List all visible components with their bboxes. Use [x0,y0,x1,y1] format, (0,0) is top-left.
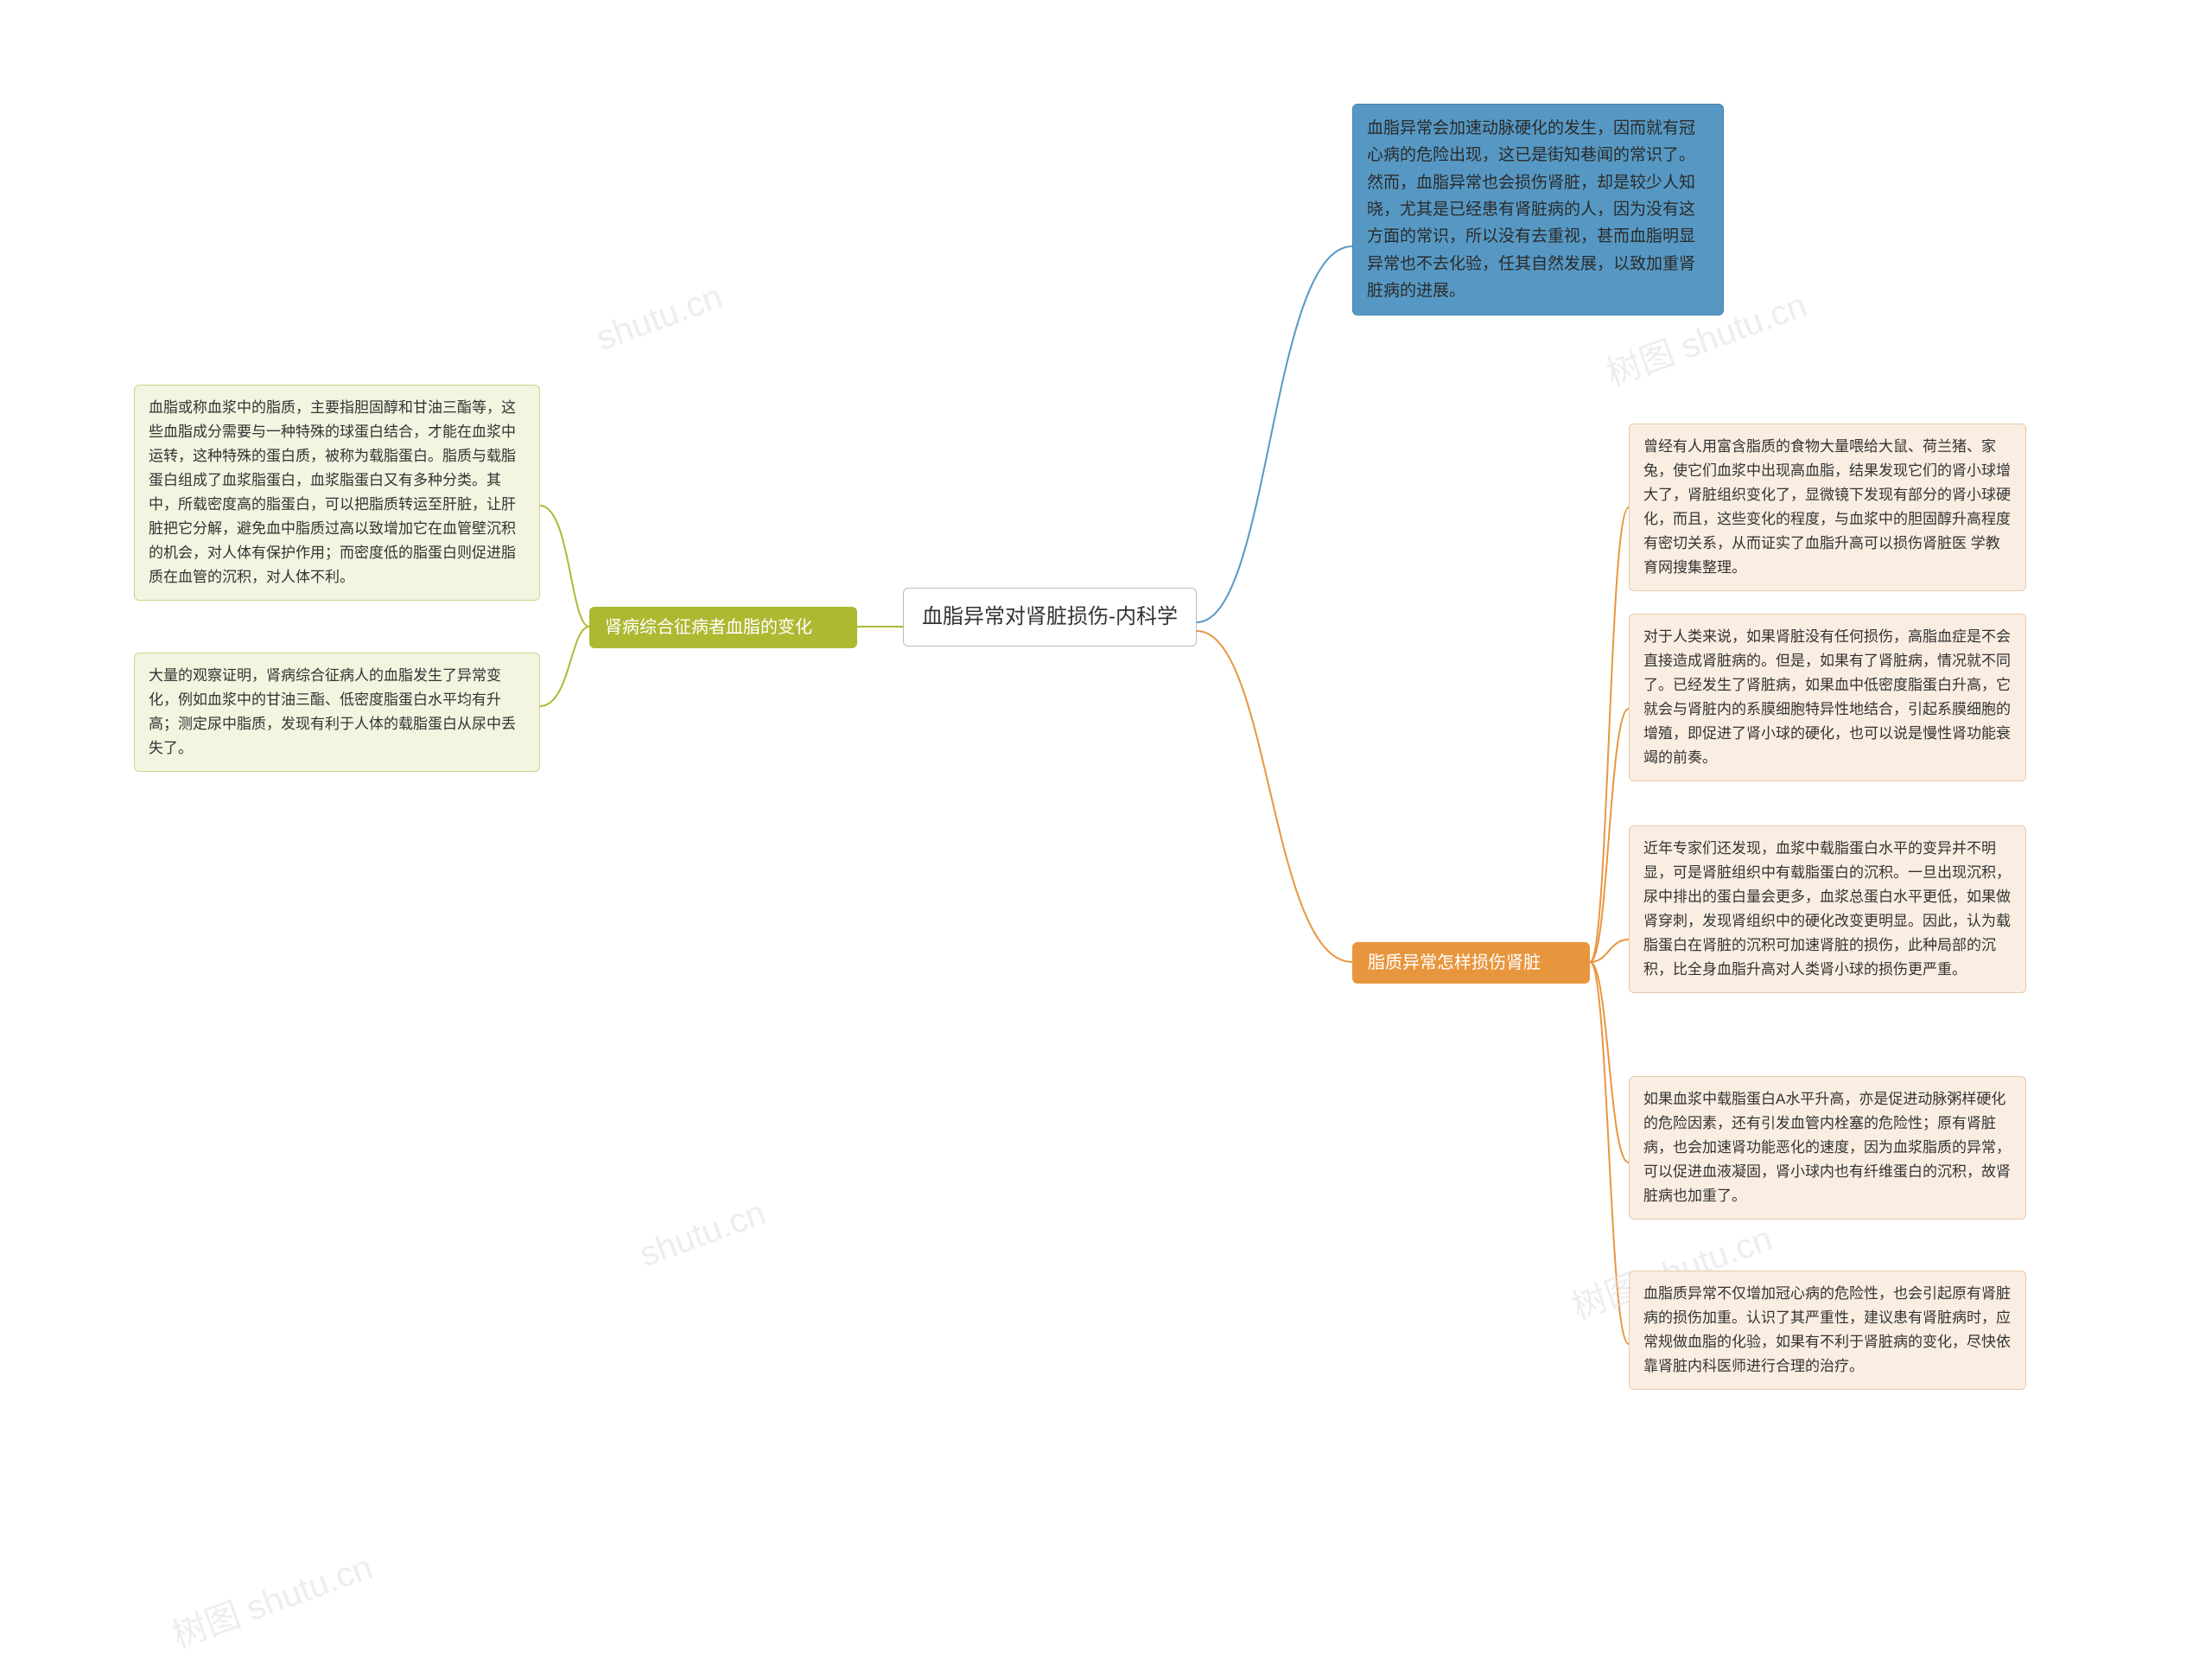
right-leaf-2-text: 近年专家们还发现，血浆中载脂蛋白水平的变异并不明显，可是肾脏组织中有载脂蛋白的沉… [1643,840,2011,978]
right-leaf-3[interactable]: 如果血浆中载脂蛋白A水平升高，亦是促进动脉粥样硬化的危险因素，还有引发血管内栓塞… [1629,1076,2026,1220]
right-top-node[interactable]: 血脂异常会加速动脉硬化的发生，因而就有冠心病的危险出现，这已是街知巷闻的常识了。… [1352,104,1724,315]
left-branch-node[interactable]: 肾病综合征病者血脂的变化 [589,607,857,648]
left-leaf-0-text: 血脂或称血浆中的脂质，主要指胆固醇和甘油三酯等，这些血脂成分需要与一种特殊的球蛋… [149,399,516,585]
right-leaf-1[interactable]: 对于人类来说，如果肾脏没有任何损伤，高脂血症是不会直接造成肾脏病的。但是，如果有… [1629,614,2026,781]
right-branch-label: 脂质异常怎样损伤肾脏 [1368,953,1541,972]
center-node[interactable]: 血脂异常对肾脏损伤-内科学 [903,588,1197,647]
right-leaf-0-text: 曾经有人用富含脂质的食物大量喂给大鼠、荷兰猪、家兔，使它们血浆中出现高血脂，结果… [1643,438,2011,576]
left-leaf-1[interactable]: 大量的观察证明，肾病综合征病人的血脂发生了异常变化，例如血浆中的甘油三酯、低密度… [134,653,540,772]
watermark: 树图 shutu.cn [164,1539,378,1658]
right-branch-node[interactable]: 脂质异常怎样损伤肾脏 [1352,942,1590,984]
right-leaf-1-text: 对于人类来说，如果肾脏没有任何损伤，高脂血症是不会直接造成肾脏病的。但是，如果有… [1643,628,2011,766]
center-label: 血脂异常对肾脏损伤-内科学 [922,605,1178,628]
watermark: shutu.cn [635,1194,771,1275]
right-leaf-3-text: 如果血浆中载脂蛋白A水平升高，亦是促进动脉粥样硬化的危险因素，还有引发血管内栓塞… [1643,1091,2011,1204]
right-leaf-4[interactable]: 血脂质异常不仅增加冠心病的危险性，也会引起原有肾脏病的损伤加重。认识了其严重性，… [1629,1271,2026,1390]
right-leaf-0[interactable]: 曾经有人用富含脂质的食物大量喂给大鼠、荷兰猪、家兔，使它们血浆中出现高血脂，结果… [1629,424,2026,591]
right-top-text: 血脂异常会加速动脉硬化的发生，因而就有冠心病的危险出现，这已是街知巷闻的常识了。… [1367,119,1695,300]
left-leaf-0[interactable]: 血脂或称血浆中的脂质，主要指胆固醇和甘油三酯等，这些血脂成分需要与一种特殊的球蛋… [134,385,540,601]
right-leaf-2[interactable]: 近年专家们还发现，血浆中载脂蛋白水平的变异并不明显，可是肾脏组织中有载脂蛋白的沉… [1629,825,2026,993]
left-leaf-1-text: 大量的观察证明，肾病综合征病人的血脂发生了异常变化，例如血浆中的甘油三酯、低密度… [149,667,516,756]
mindmap-canvas: shutu.cn 树图 shutu.cn shutu.cn 树图 shutu.c… [0,0,2212,1669]
right-leaf-4-text: 血脂质异常不仅增加冠心病的危险性，也会引起原有肾脏病的损伤加重。认识了其严重性，… [1643,1285,2011,1374]
watermark: shutu.cn [592,277,728,359]
left-branch-label: 肾病综合征病者血脂的变化 [605,618,812,637]
